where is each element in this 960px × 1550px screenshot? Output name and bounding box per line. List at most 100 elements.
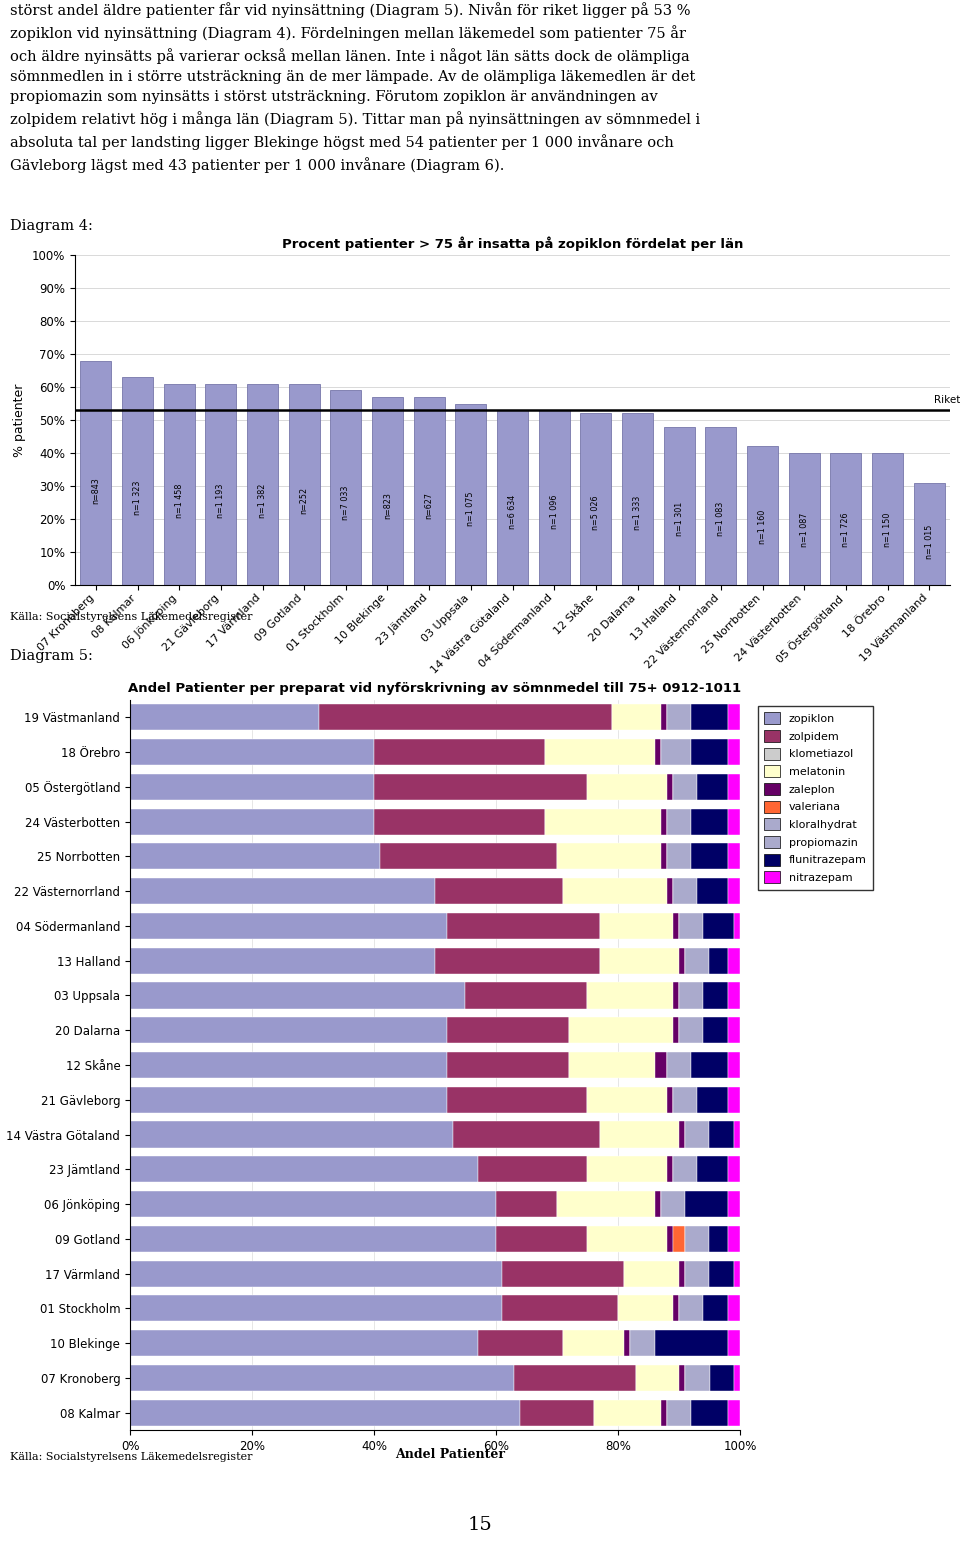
Bar <box>502 1260 624 1286</box>
Text: n=1 333: n=1 333 <box>633 496 642 530</box>
Bar <box>447 913 600 939</box>
Bar <box>728 773 740 800</box>
Bar <box>728 1052 740 1079</box>
Bar <box>130 913 447 939</box>
Bar <box>130 1260 502 1286</box>
Text: n=1 015: n=1 015 <box>924 525 934 560</box>
Bar <box>733 1260 740 1286</box>
Text: n=1 150: n=1 150 <box>883 513 892 547</box>
Bar <box>130 739 374 766</box>
Bar <box>630 1330 655 1356</box>
Bar <box>691 809 728 835</box>
Bar <box>557 1190 655 1217</box>
Text: n=1 301: n=1 301 <box>675 501 684 536</box>
Bar <box>728 1190 740 1217</box>
Bar <box>685 1190 728 1217</box>
Bar <box>691 739 728 766</box>
Bar <box>733 1122 740 1147</box>
Bar <box>660 739 691 766</box>
Bar <box>130 1122 453 1147</box>
Y-axis label: % patienter: % patienter <box>13 383 26 457</box>
Bar <box>704 913 733 939</box>
Bar <box>130 773 374 800</box>
Bar <box>655 739 660 766</box>
Text: n=1 458: n=1 458 <box>175 484 183 518</box>
Bar <box>679 913 704 939</box>
Text: n=843: n=843 <box>91 477 101 504</box>
Bar <box>667 1156 673 1183</box>
Bar <box>374 773 588 800</box>
Bar <box>655 1330 728 1356</box>
Bar <box>600 1122 679 1147</box>
Bar <box>685 1366 709 1390</box>
Bar <box>673 1156 697 1183</box>
Bar <box>289 384 320 584</box>
Bar <box>163 384 195 584</box>
Bar <box>697 1087 728 1113</box>
Bar <box>673 879 697 904</box>
Bar <box>380 843 557 870</box>
Bar <box>685 1260 709 1286</box>
Bar <box>679 1260 685 1286</box>
Text: n=6 634: n=6 634 <box>508 494 517 529</box>
Bar <box>709 1366 733 1390</box>
Bar <box>673 913 679 939</box>
Bar <box>600 947 679 973</box>
Bar <box>728 809 740 835</box>
Bar <box>728 983 740 1009</box>
Text: n=1 083: n=1 083 <box>716 501 726 536</box>
Bar <box>247 384 278 584</box>
Bar <box>788 453 820 584</box>
Bar <box>667 843 691 870</box>
Bar <box>618 1296 673 1321</box>
Bar <box>660 843 667 870</box>
Bar <box>655 1190 660 1217</box>
Bar <box>569 1052 655 1079</box>
Bar <box>612 704 660 730</box>
Bar <box>564 1330 624 1356</box>
Bar <box>728 1017 740 1043</box>
Text: n=1 382: n=1 382 <box>258 484 267 518</box>
Bar <box>496 1226 588 1252</box>
Title: Procent patienter > 75 år insatta på zopiklon fördelat per län: Procent patienter > 75 år insatta på zop… <box>282 237 743 251</box>
Bar <box>130 1330 478 1356</box>
Bar <box>655 1052 667 1079</box>
Bar <box>697 879 728 904</box>
Bar <box>130 1226 496 1252</box>
Bar <box>704 983 728 1009</box>
Bar <box>728 1087 740 1113</box>
Bar <box>330 391 362 584</box>
Bar <box>205 384 236 584</box>
Text: n=1 726: n=1 726 <box>841 513 851 547</box>
Bar <box>130 1156 478 1183</box>
Bar <box>539 411 570 584</box>
Text: n=1 323: n=1 323 <box>133 480 142 515</box>
Bar <box>709 947 728 973</box>
Bar <box>569 1017 673 1043</box>
Bar <box>435 947 600 973</box>
Bar <box>667 809 691 835</box>
Bar <box>914 482 945 584</box>
Text: n=627: n=627 <box>424 493 434 519</box>
Bar <box>447 1052 569 1079</box>
Bar <box>691 843 728 870</box>
Bar <box>435 879 564 904</box>
Bar <box>697 1156 728 1183</box>
Bar <box>747 446 779 584</box>
Bar <box>709 1260 733 1286</box>
Bar <box>447 1017 569 1043</box>
Text: Diagram 4:: Diagram 4: <box>10 219 93 232</box>
Bar <box>663 426 695 584</box>
Bar <box>728 947 740 973</box>
Bar <box>624 1260 679 1286</box>
Bar <box>520 1400 593 1426</box>
Text: Källa: Socialstyrelsens Läkemedelsregister: Källa: Socialstyrelsens Läkemedelsregist… <box>10 612 252 622</box>
Bar <box>414 397 444 584</box>
Bar <box>679 1296 704 1321</box>
Bar <box>830 453 861 584</box>
Bar <box>685 1226 709 1252</box>
Bar <box>593 1400 660 1426</box>
Bar <box>122 377 154 584</box>
Bar <box>733 913 740 939</box>
Text: n=1 087: n=1 087 <box>800 513 808 547</box>
